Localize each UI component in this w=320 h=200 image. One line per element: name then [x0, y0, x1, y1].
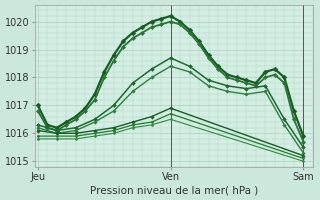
X-axis label: Pression niveau de la mer( hPa ): Pression niveau de la mer( hPa )	[90, 185, 258, 195]
